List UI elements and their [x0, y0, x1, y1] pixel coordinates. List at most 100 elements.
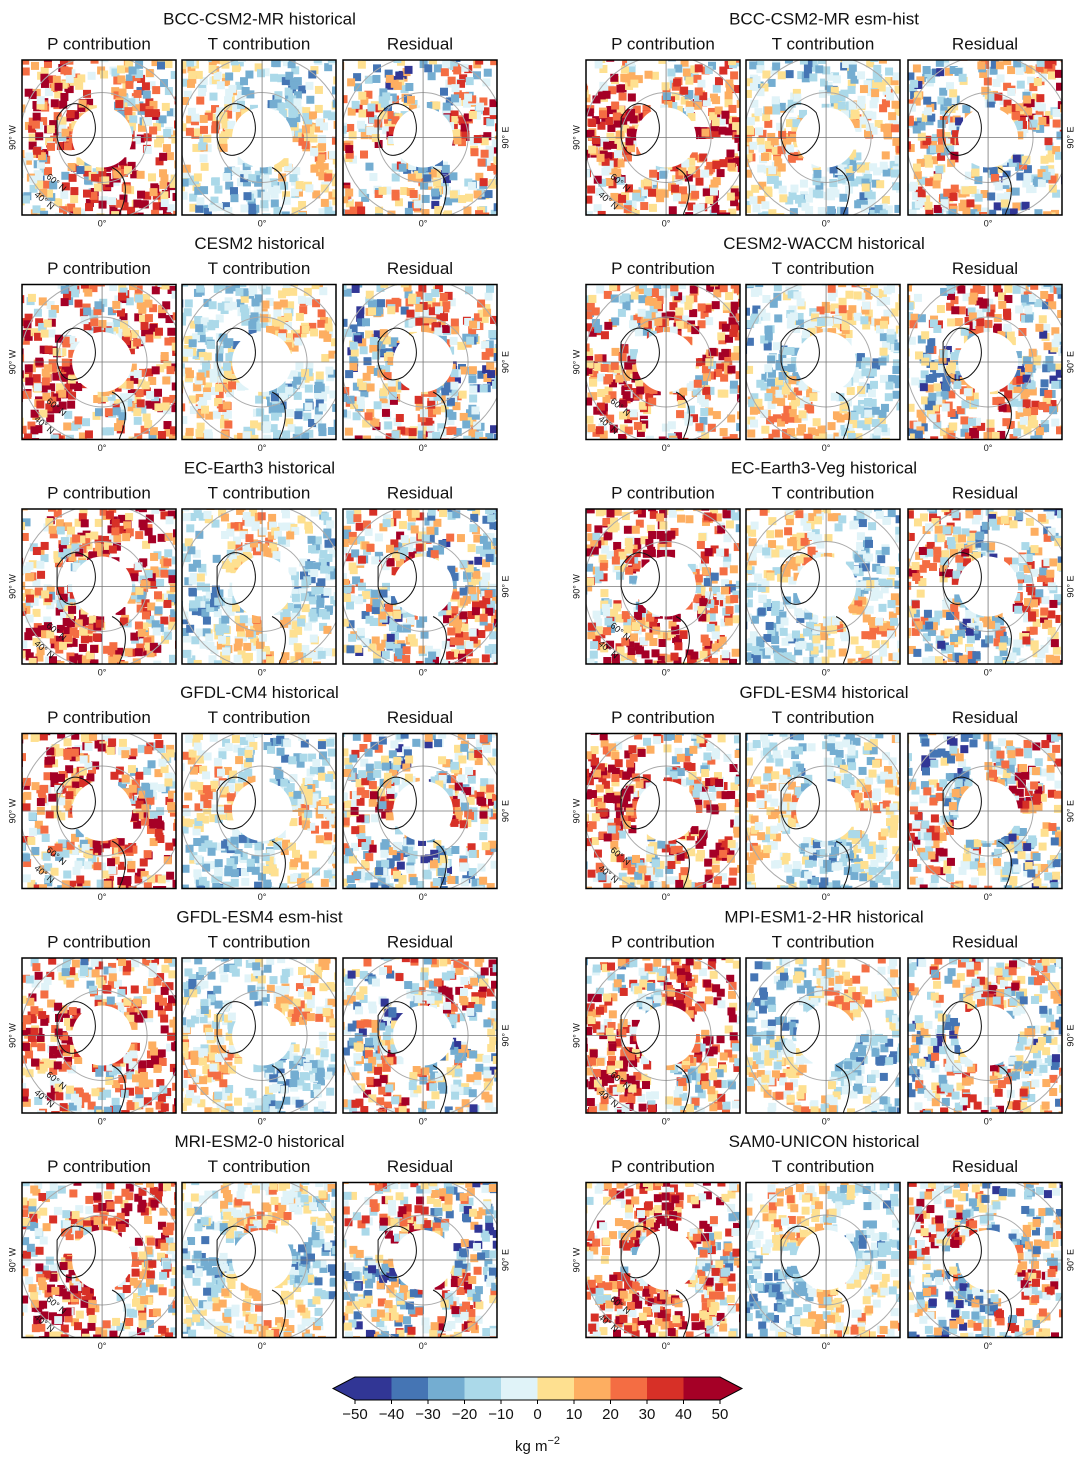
map-shading — [7, 42, 15, 50]
map-shading — [552, 190, 560, 198]
subplot-title: T contribution — [208, 34, 311, 53]
map-shading — [64, 67, 72, 75]
subplot-title: P contribution — [47, 34, 151, 53]
map-shading — [545, 140, 553, 148]
map-shading — [506, 87, 514, 95]
map-shading — [839, 194, 847, 202]
map-shading — [902, 31, 910, 39]
map-shading — [594, 32, 602, 40]
map-shading — [616, 85, 624, 93]
map-shading — [685, 232, 693, 240]
map-shading — [695, 216, 703, 224]
map-shading — [778, 71, 786, 79]
map-shading — [1028, 47, 1036, 55]
map-shading — [102, 427, 110, 435]
map-shading — [1000, 221, 1008, 229]
map-shading — [442, 11, 450, 19]
map-shading — [101, 241, 109, 249]
map-shading — [874, 74, 882, 82]
map-shading — [847, 71, 855, 79]
map-shading — [307, 225, 315, 233]
map-shading — [312, 190, 320, 198]
map-shading — [697, 80, 705, 88]
map-shading — [733, 50, 741, 58]
map-shading — [911, 137, 919, 145]
map-shading — [140, 456, 148, 464]
map-shading — [882, 151, 890, 159]
map-shading — [910, 182, 918, 190]
map-shading — [554, 173, 562, 181]
map-shading — [305, 82, 313, 90]
map-shading — [124, 463, 132, 471]
map-shading — [91, 174, 99, 182]
map-shading — [25, 364, 33, 372]
map-shading — [375, 317, 383, 325]
map-shading — [903, 29, 911, 37]
map-shading — [359, 47, 367, 55]
map-shading — [730, 71, 738, 79]
map-shading — [349, 131, 357, 139]
map-shading — [906, 116, 914, 124]
map-shading — [813, 170, 821, 178]
map-shading — [572, 222, 580, 230]
map-shading — [498, 225, 506, 233]
map-shading — [133, 456, 141, 464]
map-shading — [268, 1, 276, 9]
map-shading — [477, 44, 485, 52]
map-shading — [551, 167, 559, 175]
map-shading — [748, 223, 756, 231]
map-shading — [662, 238, 670, 246]
map-shading — [230, 187, 238, 195]
map-shading — [528, 170, 536, 178]
map-shading — [465, 12, 473, 20]
map-shading — [321, 354, 329, 362]
map-shading — [504, 223, 512, 231]
map-shading — [510, 220, 518, 228]
map-shading — [662, 237, 670, 245]
map-shading — [39, 297, 47, 305]
map-shading — [487, 231, 495, 239]
map-shading — [748, 225, 756, 233]
map-shading — [807, 226, 815, 234]
map-shading — [93, 459, 101, 467]
map-shading — [381, 180, 389, 188]
map-shading — [598, 52, 606, 60]
map-shading — [531, 108, 539, 116]
map-shading — [597, 154, 605, 162]
map-shading — [6, 221, 14, 229]
map-shading — [366, 22, 374, 30]
map-shading — [466, 47, 474, 55]
map-shading — [414, 20, 422, 28]
map-shading — [991, 174, 999, 182]
map-shading — [25, 377, 33, 385]
map-shading — [309, 174, 317, 182]
map-shading — [73, 5, 81, 13]
map-shading — [136, 464, 144, 472]
map-shading — [1003, 57, 1011, 65]
map-shading — [680, 193, 688, 201]
map-shading — [331, 440, 339, 448]
map-shading — [394, 251, 402, 259]
map-shading — [504, 223, 512, 231]
map-shading — [400, 234, 408, 242]
map-shading — [71, 4, 79, 12]
map-shading — [468, 248, 476, 256]
map-shading — [614, 239, 622, 247]
map-shading — [546, 116, 554, 124]
map-shading — [431, 189, 439, 197]
map-shading — [192, 28, 200, 36]
map-shading — [663, 92, 671, 100]
map-shading — [966, 199, 974, 207]
map-shading — [193, 450, 201, 458]
map-shading — [500, 177, 508, 185]
map-shading — [869, 163, 877, 171]
map-shading — [171, 78, 179, 86]
map-shading — [188, 212, 196, 220]
subplot-title: T contribution — [772, 34, 875, 53]
map-shading — [169, 40, 177, 48]
map-shading — [82, 219, 90, 227]
map-shading — [1048, 71, 1056, 79]
map-shading — [134, 243, 142, 251]
map-shading — [395, 72, 403, 80]
map-shading — [695, 87, 703, 95]
